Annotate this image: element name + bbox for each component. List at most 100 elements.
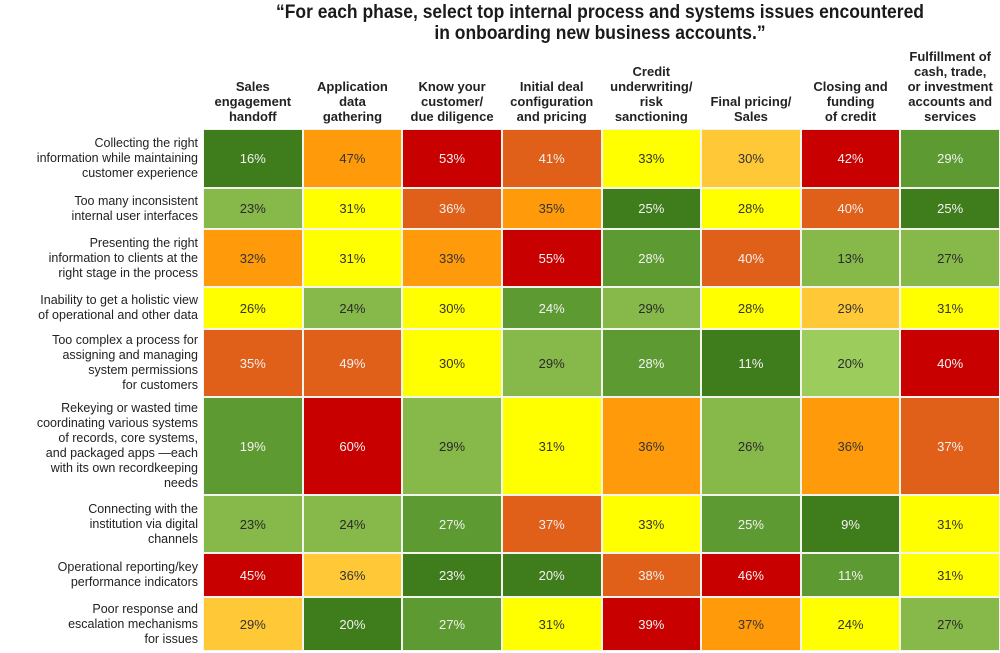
- heatmap-cell: 30%: [701, 129, 801, 188]
- heatmap-cell: 55%: [501, 229, 602, 287]
- heatmap-cell: 36%: [601, 397, 702, 495]
- cell-value-label: 31%: [937, 516, 964, 532]
- column-header: Closing and funding of credit: [813, 79, 888, 124]
- heatmap-cell: 35%: [203, 329, 303, 397]
- heatmap-cell: 37%: [701, 597, 801, 651]
- cell-value-label: 33%: [638, 151, 665, 166]
- cell-value-label: 20%: [837, 355, 864, 371]
- cell-value-label: 53%: [439, 151, 466, 166]
- cell-value-label: 33%: [439, 250, 466, 266]
- heatmap-grid: 16% 47% 53% 41% 33% 30% 42% 29% 23% 31% 36% 35% 25% 2…: [203, 129, 1000, 651]
- cell-value-label: 36%: [638, 438, 665, 454]
- cell-value-label: 36%: [439, 201, 466, 216]
- heatmap-cell: 36%: [402, 188, 502, 229]
- heatmap-cell: 11%: [800, 553, 901, 597]
- heatmap-cell: 27%: [402, 597, 502, 651]
- cell-value-label: 60%: [339, 438, 366, 454]
- row-label: Connecting with the institution via digi…: [88, 501, 198, 546]
- heatmap-cell: 24%: [302, 495, 403, 553]
- heatmap-cell: 32%: [203, 229, 303, 287]
- heatmap-cell: 36%: [800, 397, 901, 495]
- cell-value-label: 31%: [937, 567, 964, 583]
- heatmap-cell: 29%: [203, 597, 303, 651]
- cell-value-label: 31%: [339, 250, 366, 266]
- heatmap-cell: 29%: [800, 287, 901, 329]
- row-label: Poor response and escalation mechanisms …: [68, 601, 198, 646]
- heatmap-cell: 60%: [302, 397, 403, 495]
- heatmap-cell: 24%: [302, 287, 403, 329]
- heatmap-cell: 13%: [800, 229, 901, 287]
- heatmap-cell: 47%: [302, 129, 403, 188]
- cell-value-label: 29%: [239, 616, 266, 632]
- column-header: Final pricing/ Sales: [710, 94, 792, 124]
- heatmap-cell: 31%: [501, 397, 602, 495]
- chart-title: “For each phase, select top internal pro…: [276, 2, 924, 44]
- cell-value-label: 20%: [538, 567, 565, 583]
- cell-value-label: 31%: [937, 300, 964, 316]
- cell-value-label: 46%: [737, 567, 764, 583]
- cell-value-label: 28%: [737, 300, 764, 316]
- heatmap-cell: 45%: [203, 553, 303, 597]
- heatmap-cell: 38%: [601, 553, 702, 597]
- heatmap-cell: 28%: [701, 188, 801, 229]
- cell-value-label: 31%: [538, 616, 565, 632]
- column-header: Sales engagement handoff: [214, 79, 292, 124]
- cell-value-label: 33%: [638, 516, 665, 532]
- heatmap-cell: 25%: [701, 495, 801, 553]
- row-label: Collecting the right information while m…: [36, 136, 198, 180]
- cell-value-label: 40%: [737, 250, 764, 266]
- cell-value-label: 24%: [339, 300, 366, 316]
- cell-value-label: 38%: [638, 567, 665, 583]
- cell-value-label: 23%: [239, 516, 266, 532]
- cell-value-label: 26%: [239, 300, 266, 316]
- heatmap-cell: 53%: [402, 129, 502, 188]
- heatmap-cell: 27%: [402, 495, 502, 553]
- heatmap-cell: 25%: [601, 188, 702, 229]
- cell-value-label: 25%: [737, 516, 764, 532]
- row-label: Rekeying or wasted time coordinating var…: [36, 401, 198, 490]
- column-headers: Sales engagement handoff Application data…: [203, 48, 1000, 128]
- cell-value-label: 29%: [638, 300, 665, 316]
- cell-value-label: 25%: [638, 201, 665, 216]
- column-header: Know your customer/ due diligence: [410, 79, 494, 124]
- heatmap-cell: 41%: [501, 129, 602, 188]
- heatmap-cell: 28%: [601, 229, 702, 287]
- column-header: Initial deal configuration and pricing: [510, 79, 594, 124]
- heatmap-cell: 28%: [701, 287, 801, 329]
- heatmap-cell: 31%: [302, 229, 403, 287]
- cell-value-label: 35%: [239, 355, 266, 371]
- heatmap-cell: 40%: [701, 229, 801, 287]
- cell-value-label: 37%: [937, 438, 964, 454]
- cell-value-label: 26%: [737, 438, 764, 454]
- heatmap-cell: 24%: [501, 287, 602, 329]
- heatmap-cell: 31%: [302, 188, 403, 229]
- heatmap-cell: 37%: [900, 397, 1000, 495]
- cell-value-label: 20%: [339, 616, 366, 632]
- heatmap-cell: 40%: [800, 188, 901, 229]
- heatmap-cell: 31%: [501, 597, 602, 651]
- cell-value-label: 36%: [339, 567, 366, 583]
- heatmap-cell: 42%: [800, 129, 901, 188]
- cell-value-label: 39%: [638, 616, 665, 632]
- heatmap-cell: 31%: [900, 287, 1000, 329]
- cell-value-label: 24%: [538, 300, 565, 316]
- heatmap-cell: 30%: [402, 287, 502, 329]
- cell-value-label: 28%: [638, 355, 665, 371]
- cell-value-label: 23%: [239, 201, 266, 216]
- cell-value-label: 55%: [538, 250, 565, 266]
- heatmap-cell: 37%: [501, 495, 602, 553]
- heatmap-cell: 23%: [203, 495, 303, 553]
- heatmap-cell: 27%: [900, 229, 1000, 287]
- cell-value-label: 19%: [239, 438, 266, 454]
- heatmap-cell: 35%: [501, 188, 602, 229]
- cell-value-label: 35%: [538, 201, 565, 216]
- cell-value-label: 11%: [838, 567, 864, 583]
- cell-value-label: 24%: [339, 516, 366, 532]
- cell-value-label: 37%: [538, 516, 565, 532]
- heatmap-cell: 29%: [601, 287, 702, 329]
- heatmap-cell: 49%: [302, 329, 403, 397]
- cell-value-label: 16%: [239, 151, 266, 166]
- cell-value-label: 13%: [837, 250, 864, 266]
- cell-value-label: 29%: [439, 438, 466, 454]
- heatmap-cell: 46%: [701, 553, 801, 597]
